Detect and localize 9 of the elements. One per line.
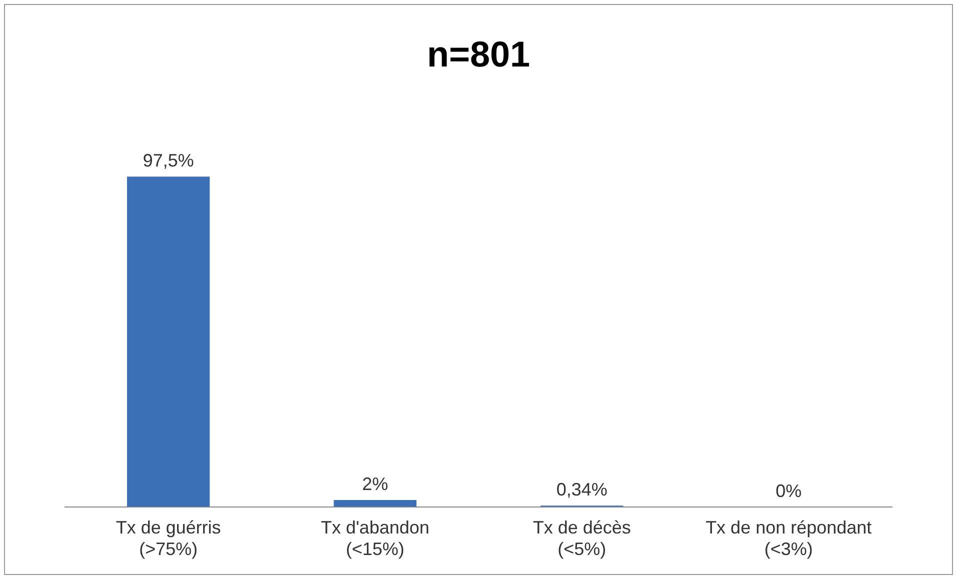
data-label: 0,34% bbox=[556, 480, 608, 500]
data-label: 0% bbox=[776, 480, 802, 501]
x-tick-label: Tx de non répondant (<3%) bbox=[706, 518, 872, 560]
x-tick-label: Tx d'abandon (<15%) bbox=[320, 518, 430, 560]
x-tick-label: Tx de guérris (>75%) bbox=[116, 518, 221, 560]
x-tick-label: Tx de décès (<5%) bbox=[532, 518, 631, 560]
data-label: 2% bbox=[362, 474, 388, 494]
chart-title: n=801 bbox=[426, 34, 530, 75]
data-label: 97,5% bbox=[142, 150, 194, 171]
